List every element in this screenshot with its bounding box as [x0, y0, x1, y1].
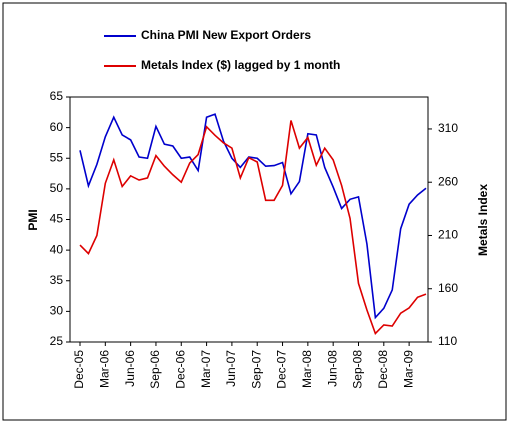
x-tick-label: Sep-07 — [249, 350, 263, 389]
y2-tick-label: 260 — [438, 174, 458, 188]
legend-label: Metals Index ($) lagged by 1 month — [141, 58, 340, 72]
y2-tick-label: 310 — [438, 121, 458, 135]
x-tick-label: Sep-06 — [148, 350, 162, 389]
x-tick-label: Jun-08 — [325, 350, 339, 387]
x-tick-label: Dec-05 — [72, 350, 86, 389]
x-tick-label: Jun-07 — [224, 350, 238, 387]
x-tick-label: Jun-06 — [123, 350, 137, 387]
y-tick-label: 30 — [50, 304, 64, 318]
y-tick-label: 60 — [50, 120, 64, 134]
y-tick-label: 65 — [50, 89, 64, 103]
x-tick-label: Mar-06 — [97, 350, 111, 388]
series-line — [79, 113, 427, 320]
y-tick-label: 50 — [50, 181, 64, 195]
x-tick-label: Dec-06 — [173, 350, 187, 389]
x-tick-label: Sep-08 — [351, 350, 365, 389]
x-tick-label: Mar-09 — [401, 350, 415, 388]
y-tick-label: 25 — [50, 334, 64, 348]
y2-tick-label: 210 — [438, 228, 458, 242]
y2-axis-label: Metals Index — [476, 184, 490, 256]
y-axis-label: PMI — [26, 209, 40, 230]
chart-border — [2, 2, 507, 421]
x-tick-label: Dec-07 — [275, 350, 289, 389]
x-tick-label: Dec-08 — [376, 350, 390, 389]
series-line — [79, 120, 427, 335]
y-tick-label: 45 — [50, 212, 64, 226]
x-tick-label: Mar-07 — [199, 350, 213, 388]
y-tick-label: 40 — [50, 242, 64, 256]
y2-tick-label: 110 — [438, 334, 457, 348]
y2-tick-label: 160 — [438, 281, 458, 295]
y-tick-label: 55 — [50, 150, 64, 164]
x-tick-label: Mar-08 — [300, 350, 314, 388]
y-tick-label: 35 — [50, 273, 64, 287]
legend-label: China PMI New Export Orders — [141, 28, 311, 42]
